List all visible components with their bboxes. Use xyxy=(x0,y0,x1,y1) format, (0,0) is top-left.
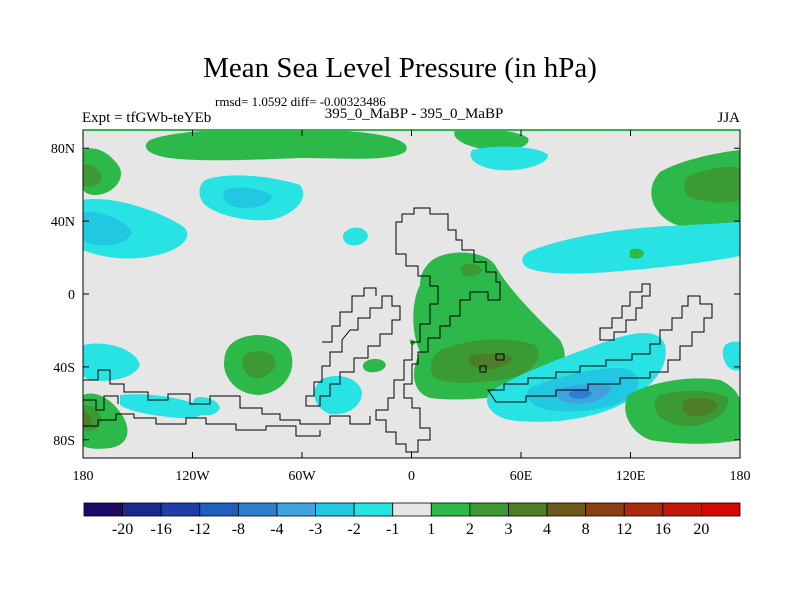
contour-neg-arctic-east xyxy=(470,146,548,171)
contour-pos-sw-band-core xyxy=(83,412,92,428)
contour-neg-sw-small xyxy=(192,397,220,416)
coastline-south-band-2 xyxy=(83,413,321,437)
chart-title: Mean Sea Level Pressure (in hPa) xyxy=(203,52,597,84)
contour-neg-indian-ocean-core xyxy=(569,389,592,399)
colorbar-label: 16 xyxy=(655,521,671,538)
contour-pos-africa-core xyxy=(468,353,512,370)
x-tick-label: 180 xyxy=(730,469,751,484)
colorbar-label: -2 xyxy=(347,521,360,538)
y-tick-label: 0 xyxy=(68,288,75,303)
x-tick-label: 180 xyxy=(73,469,94,484)
colorbar-swatch xyxy=(585,502,625,517)
contour-neg-se xyxy=(722,341,740,371)
coastline-australia xyxy=(599,283,651,341)
x-tick-label: 120W xyxy=(175,469,210,484)
contour-neg-sw-south xyxy=(120,394,204,419)
contour-neg-mid-atlantic xyxy=(342,227,368,246)
x-tick-label: 60E xyxy=(510,469,533,484)
x-tick-label: 60W xyxy=(288,469,316,484)
colorbar-swatch xyxy=(469,502,509,517)
period-label: 395_0_MaBP - 395_0_MaBP xyxy=(324,106,504,122)
colorbar-label: -4 xyxy=(270,521,283,538)
coastline-south-america-west xyxy=(322,287,377,343)
colorbar: -20 -16 -12 -8 -4 -3 -2 -1 1 2 3 4 8 12 16 20 xyxy=(83,502,741,538)
colorbar-swatch xyxy=(508,502,548,517)
colorbar-swatch xyxy=(199,502,239,517)
y-tick-label: 80N xyxy=(51,142,75,157)
y-tick-label: 40N xyxy=(51,215,75,230)
contour-pos-mid-south xyxy=(362,358,386,373)
y-tick-label: 40S xyxy=(53,361,75,376)
contour-pos-se-core xyxy=(682,397,718,417)
colorbar-swatch xyxy=(83,502,123,517)
colorbar-label: -8 xyxy=(232,521,245,538)
coastline-south-band xyxy=(83,369,371,425)
colorbar-swatch xyxy=(701,502,741,517)
contour-pos-arctic xyxy=(145,130,407,161)
coastline-layer xyxy=(83,207,713,453)
colorbar-swatch xyxy=(315,502,355,517)
colorbar-swatch xyxy=(276,502,316,517)
colorbar-label: -16 xyxy=(151,521,172,538)
coastline-island-2 xyxy=(479,365,487,373)
colorbar-label: 20 xyxy=(693,521,709,538)
colorbar-label: 3 xyxy=(504,521,512,538)
contour-pos-arctic-east xyxy=(454,130,529,151)
x-tick-label: 0 xyxy=(408,469,415,484)
colorbar-label: 8 xyxy=(582,521,590,538)
season-label: JJA xyxy=(717,110,740,126)
colorbar-swatch xyxy=(546,502,587,517)
colorbar-label: 1 xyxy=(427,521,435,538)
rmsd-diff-stats: rmsd= 1.0592 diff= -0.00323486 xyxy=(215,94,386,109)
colorbar-label: 4 xyxy=(543,521,551,538)
contour-pos-sw-band xyxy=(83,393,128,449)
colorbar-label: -12 xyxy=(189,521,210,538)
contour-neg-north-pacific-inner xyxy=(83,211,132,246)
contour-pos-south-pacific-inner xyxy=(242,350,276,379)
contour-pos-east-dot xyxy=(630,248,644,259)
colorbar-swatch xyxy=(122,502,162,517)
colorbar-swatch xyxy=(237,502,278,517)
colorbar-swatch xyxy=(430,502,471,517)
colorbar-swatch xyxy=(392,502,432,517)
colorbar-swatch xyxy=(160,502,201,517)
contour-neg-sw xyxy=(83,343,140,381)
y-tick-label: 80S xyxy=(53,434,75,449)
coastline-africa xyxy=(375,207,501,453)
x-tick-label: 120E xyxy=(616,469,646,484)
colorbar-label: -1 xyxy=(386,521,399,538)
coastline-antarctic xyxy=(83,395,119,411)
coastline-asia xyxy=(487,295,713,403)
contour-fill-layer xyxy=(83,130,740,449)
colorbar-label: -3 xyxy=(309,521,322,538)
contour-pos-nw-inner xyxy=(83,164,102,187)
colorbar-swatch xyxy=(623,502,664,517)
x-axis: 180 120W 60W 0 60E 120E 180 xyxy=(73,130,751,484)
y-axis: 80N 40N 0 40S 80S xyxy=(51,142,740,449)
contour-neg-south-atlantic xyxy=(314,376,362,415)
coastline-south-america xyxy=(305,295,401,407)
contour-pos-ne-inner xyxy=(684,166,740,203)
contour-neg-east-band xyxy=(522,222,740,274)
coastline-island xyxy=(495,353,505,361)
experiment-label: Expt = tfGWb-teYEb xyxy=(82,110,212,126)
colorbar-swatch xyxy=(353,502,394,517)
colorbar-label: -20 xyxy=(112,521,133,538)
colorbar-label: 12 xyxy=(616,521,632,538)
colorbar-swatch xyxy=(662,502,702,517)
contour-neg-north-america-inner xyxy=(223,187,272,208)
contour-pos-africa-north xyxy=(460,263,482,277)
colorbar-label: 2 xyxy=(466,521,474,538)
